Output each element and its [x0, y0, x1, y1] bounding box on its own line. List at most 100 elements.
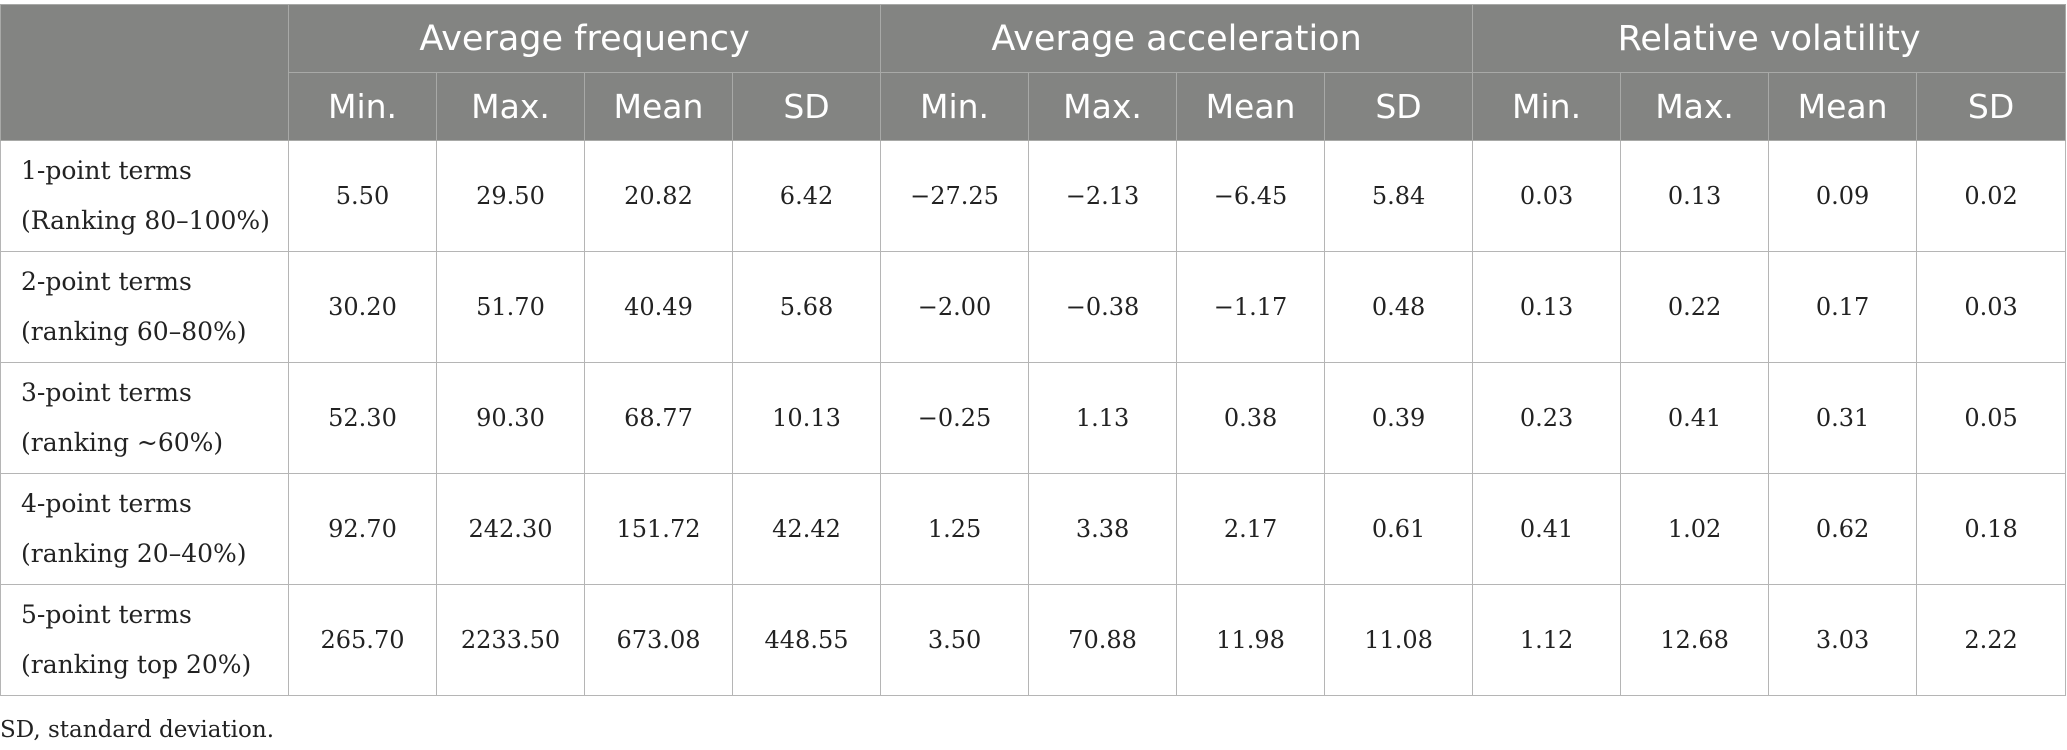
value-cell: 3.38	[1028, 473, 1178, 585]
value-cell: 0.31	[1768, 362, 1918, 474]
value-cell: 0.41	[1620, 362, 1770, 474]
value-cell: 5.84	[1324, 140, 1474, 252]
row-label-cell: 2-point terms (ranking 60–80%)	[0, 251, 289, 363]
value-cell: 0.13	[1620, 140, 1770, 252]
row-label-title: 2-point terms	[21, 267, 192, 296]
value-cell: 0.22	[1620, 251, 1770, 363]
row-label-ranking: (Ranking 80–100%)	[21, 206, 270, 235]
value-cell: 92.70	[288, 473, 437, 585]
value-cell: 0.03	[1916, 251, 2067, 363]
row-label-cell: 5-point terms (ranking top 20%)	[0, 584, 289, 696]
value-cell: 11.98	[1176, 584, 1326, 696]
value-cell: 90.30	[436, 362, 585, 474]
row-label-ranking: (ranking 20–40%)	[21, 539, 247, 568]
row-label-title: 5-point terms	[21, 600, 192, 629]
value-cell: 673.08	[584, 584, 733, 696]
value-cell: 0.38	[1176, 362, 1326, 474]
group-header-average-frequency: Average frequency	[287, 4, 882, 73]
value-cell: −2.13	[1028, 140, 1178, 252]
table-row: 1-point terms (Ranking 80–100%) 5.50 29.50 2…	[0, 140, 2067, 252]
value-cell: −6.45	[1176, 140, 1326, 252]
table-header: Average frequency Average acceleration R…	[0, 4, 2067, 141]
subheader-cell: Min.	[1472, 72, 1622, 141]
value-cell: 265.70	[288, 584, 437, 696]
value-cell: 30.20	[288, 251, 437, 363]
value-cell: −2.00	[880, 251, 1030, 363]
value-cell: −0.25	[880, 362, 1030, 474]
value-cell: 2.17	[1176, 473, 1326, 585]
value-cell: −1.17	[1176, 251, 1326, 363]
value-cell: 5.50	[288, 140, 437, 252]
value-cell: 0.13	[1472, 251, 1622, 363]
value-cell: 70.88	[1028, 584, 1178, 696]
value-cell: 0.61	[1324, 473, 1474, 585]
group-header-relative-volatility: Relative volatility	[1472, 4, 2067, 73]
statistics-table: Average frequency Average acceleration R…	[0, 4, 2067, 696]
subheader-cell: Max.	[1620, 72, 1770, 141]
value-cell: 0.23	[1472, 362, 1622, 474]
row-label-title: 3-point terms	[21, 378, 192, 407]
table-footnote: SD, standard deviation.	[0, 717, 275, 743]
header-corner-cell	[0, 4, 289, 141]
subheader-cell: Mean	[584, 72, 733, 141]
subheader-cell: Min.	[288, 72, 437, 141]
row-label-cell: 3-point terms (ranking ~60%)	[0, 362, 289, 474]
value-cell: 0.02	[1916, 140, 2067, 252]
value-cell: 151.72	[584, 473, 733, 585]
row-label-ranking: (ranking top 20%)	[21, 650, 252, 679]
table-row: 4-point terms (ranking 20–40%) 92.70 242.30…	[0, 473, 2067, 585]
value-cell: 0.41	[1472, 473, 1622, 585]
value-cell: 0.39	[1324, 362, 1474, 474]
value-cell: 68.77	[584, 362, 733, 474]
value-cell: 6.42	[731, 140, 882, 252]
header-subheader-row: Min. Max. Mean SD Min. Max. Mean SD Min.…	[1, 72, 2067, 141]
value-cell: 2233.50	[436, 584, 585, 696]
value-cell: 29.50	[436, 140, 585, 252]
value-cell: 0.05	[1916, 362, 2067, 474]
header-group-row: Average frequency Average acceleration R…	[0, 4, 2067, 141]
subheader-cell: Max.	[1028, 72, 1178, 141]
row-label-cell: 4-point terms (ranking 20–40%)	[0, 473, 289, 585]
value-cell: 51.70	[436, 251, 585, 363]
value-cell: 0.18	[1916, 473, 2067, 585]
subheader-cell: SD	[1916, 72, 2067, 141]
value-cell: 1.02	[1620, 473, 1770, 585]
value-cell: 1.12	[1472, 584, 1622, 696]
value-cell: 40.49	[584, 251, 733, 363]
row-label-ranking: (ranking 60–80%)	[21, 317, 247, 346]
value-cell: 242.30	[436, 473, 585, 585]
value-cell: 448.55	[731, 584, 882, 696]
value-cell: 3.50	[880, 584, 1030, 696]
row-label-ranking: (ranking ~60%)	[21, 428, 224, 457]
value-cell: 3.03	[1768, 584, 1918, 696]
row-label-title: 1-point terms	[21, 156, 192, 185]
subheader-cell: SD	[1324, 72, 1474, 141]
subheader-cell: SD	[731, 72, 882, 141]
value-cell: −27.25	[880, 140, 1030, 252]
value-cell: 12.68	[1620, 584, 1770, 696]
value-cell: 0.48	[1324, 251, 1474, 363]
value-cell: 0.62	[1768, 473, 1918, 585]
subheader-cell: Max.	[436, 72, 585, 141]
value-cell: 52.30	[288, 362, 437, 474]
value-cell: 10.13	[731, 362, 882, 474]
table-row: 5-point terms (ranking top 20%) 265.70 2233…	[0, 584, 2067, 696]
table-body: 1-point terms (Ranking 80–100%) 5.50 29.50 2…	[0, 140, 2067, 696]
value-cell: 2.22	[1916, 584, 2067, 696]
group-header-average-acceleration: Average acceleration	[880, 4, 1474, 73]
subheader-cell: Mean	[1176, 72, 1326, 141]
value-cell: −0.38	[1028, 251, 1178, 363]
value-cell: 20.82	[584, 140, 733, 252]
value-cell: 0.17	[1768, 251, 1918, 363]
row-label-cell: 1-point terms (Ranking 80–100%)	[0, 140, 289, 252]
table-row: 3-point terms (ranking ~60%) 52.30 90.30 68.…	[0, 362, 2067, 474]
value-cell: 5.68	[731, 251, 882, 363]
subheader-cell: Mean	[1768, 72, 1918, 141]
value-cell: 1.25	[880, 473, 1030, 585]
value-cell: 0.09	[1768, 140, 1918, 252]
value-cell: 1.13	[1028, 362, 1178, 474]
value-cell: 0.03	[1472, 140, 1622, 252]
value-cell: 11.08	[1324, 584, 1474, 696]
subheader-cell: Min.	[880, 72, 1030, 141]
row-label-title: 4-point terms	[21, 489, 192, 518]
